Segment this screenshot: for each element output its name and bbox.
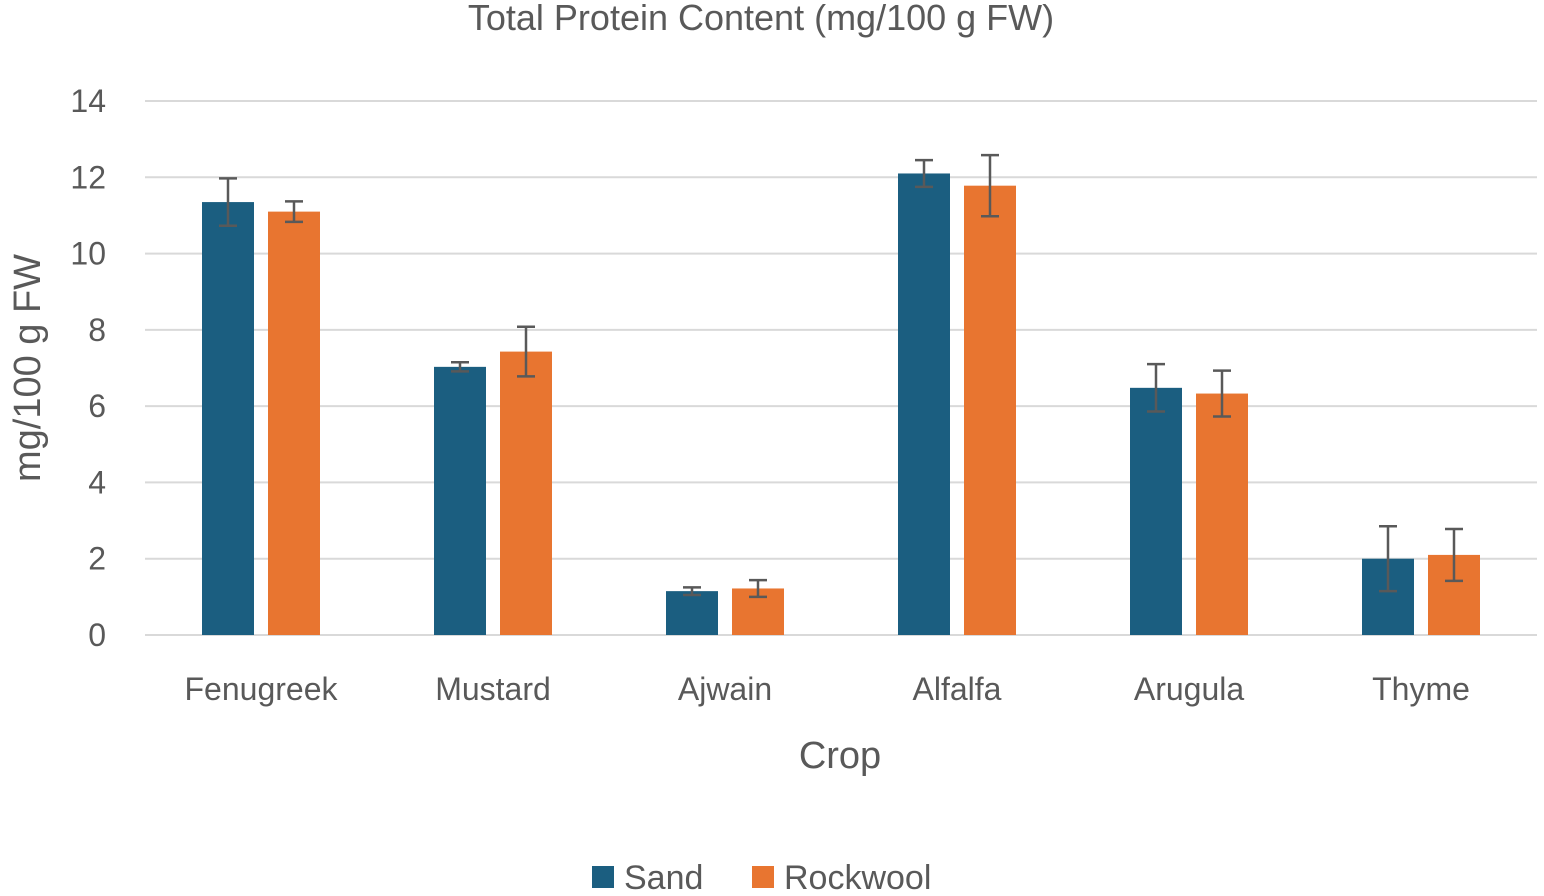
bars (202, 173, 1480, 636)
y-tick-label: 4 (88, 464, 106, 500)
legend-swatch (592, 866, 614, 888)
y-tick-label: 0 (88, 617, 106, 653)
x-tick-label: Alfalfa (913, 671, 1002, 707)
legend: Sand Rockwool (592, 859, 931, 896)
y-tick-label: 8 (88, 312, 106, 348)
legend-item-rockwool: Rockwool (752, 859, 931, 896)
error-bar (749, 578, 767, 599)
bar-sand-fenugreek (202, 202, 254, 636)
y-tick-label: 6 (88, 388, 106, 424)
error-bar (981, 153, 999, 218)
x-tick-label: Mustard (435, 671, 551, 707)
bar-rockwool-arugula (1196, 393, 1248, 635)
bar-rockwool-alfalfa (964, 185, 1016, 636)
legend-label: Rockwool (784, 859, 931, 896)
error-bar (1213, 369, 1231, 418)
error-bar (683, 586, 701, 597)
error-bar (451, 361, 469, 373)
y-tick-label: 12 (70, 159, 106, 195)
bar-sand-alfalfa (898, 173, 950, 635)
error-bar (219, 177, 237, 227)
error-bar (517, 325, 535, 378)
y-tick-label: 2 (88, 541, 106, 577)
error-bar (1379, 525, 1397, 593)
error-bar (285, 200, 303, 224)
legend-swatch (752, 866, 774, 888)
x-tick-label: Fenugreek (185, 671, 339, 707)
x-tick-label: Ajwain (678, 671, 772, 707)
chart-title: Total Protein Content (mg/100 g FW) (468, 0, 1054, 38)
error-bar (1445, 527, 1463, 583)
bar-sand-mustard (434, 366, 486, 635)
x-tick-label: Arugula (1134, 671, 1245, 707)
bar-rockwool-fenugreek (268, 211, 320, 635)
error-bars (219, 153, 1463, 599)
error-bar (1147, 362, 1165, 413)
gridlines (145, 100, 1537, 636)
error-bar (915, 158, 933, 189)
bar-rockwool-mustard (500, 351, 552, 635)
bar-sand-arugula (1130, 387, 1182, 635)
y-axis-ticks: 0 2 4 6 8 10 12 14 (70, 83, 106, 653)
x-tick-label: Thyme (1372, 671, 1470, 707)
bar-sand-ajwain (666, 591, 718, 635)
legend-label: Sand (624, 859, 703, 896)
x-axis-ticks: Fenugreek Mustard Ajwain Alfalfa Arugula Thym… (185, 671, 1470, 707)
y-tick-label: 10 (70, 236, 106, 272)
x-axis-title: Crop (799, 735, 881, 777)
legend-item-sand: Sand (592, 859, 703, 896)
y-tick-label: 14 (70, 83, 106, 119)
y-axis-title: mg/100 g FW (7, 254, 49, 482)
